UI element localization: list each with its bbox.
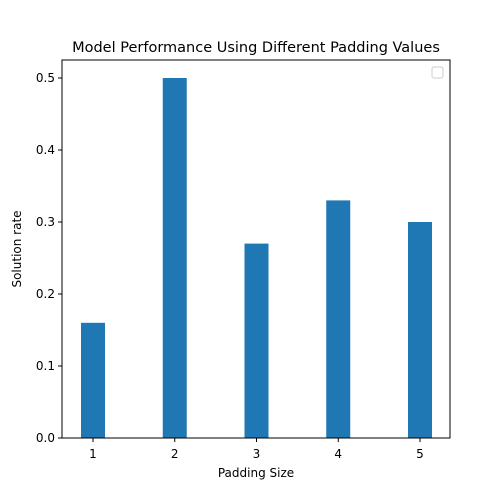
bar-1 [81, 322, 105, 438]
bars-group [81, 78, 432, 438]
legend-box [431, 66, 444, 79]
x-tick-label: 1 [89, 447, 97, 461]
x-tick-label: 3 [253, 447, 261, 461]
y-axis: 0.0 0.1 0.2 0.3 0.4 0.5 [36, 71, 62, 445]
y-tick-label: 0.0 [36, 431, 55, 445]
x-axis-label: Padding Size [218, 466, 294, 480]
y-tick-label: 0.2 [36, 287, 55, 301]
bar-2 [162, 78, 187, 438]
x-tick-label: 5 [416, 447, 424, 461]
y-tick-label: 0.3 [36, 215, 55, 229]
y-tick-label: 0.1 [36, 359, 55, 373]
bar-5 [408, 222, 432, 438]
x-tick-label: 2 [171, 447, 179, 461]
y-tick-label: 0.5 [36, 71, 55, 85]
y-tick-label: 0.4 [36, 143, 55, 157]
bar-3 [244, 243, 269, 438]
x-tick-label: 4 [334, 447, 342, 461]
x-axis: 1 2 3 4 5 [89, 438, 424, 461]
y-axis-label: Solution rate [10, 210, 24, 287]
bar-4 [326, 200, 351, 438]
chart-title: Model Performance Using Different Paddin… [72, 40, 440, 56]
